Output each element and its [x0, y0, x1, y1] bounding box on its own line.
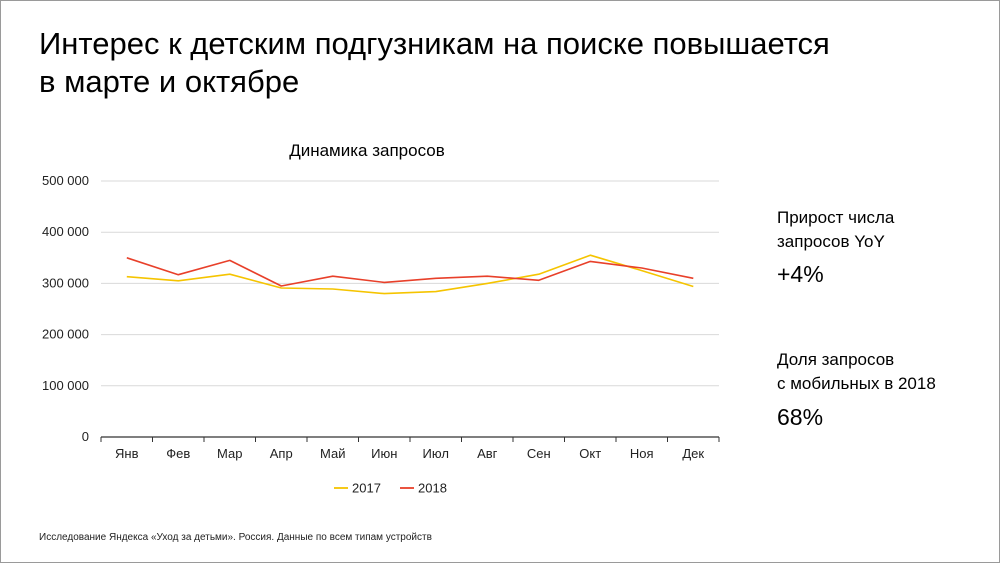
series-line-2018 — [126, 257, 694, 287]
chart-title: Динамика запросов — [289, 141, 445, 160]
legend-label-2018: 2018 — [418, 481, 447, 496]
legend-label-2017: 2017 — [352, 481, 381, 496]
title-line-2: в марте и октябре — [39, 64, 300, 99]
x-tick-label: Сен — [527, 446, 551, 461]
x-tick-label: Дек — [682, 446, 704, 461]
growth-label: Прирост числа запросов YoY — [777, 206, 977, 254]
mobile-label-line-2: с мобильных в 2018 — [777, 374, 936, 393]
mobile-share-value: 68% — [777, 404, 824, 430]
y-tick-label: 0 — [82, 429, 89, 444]
y-tick-label: 500 000 — [42, 173, 89, 188]
x-tick-label: Апр — [270, 446, 293, 461]
page-title: Интерес к детским подгузникам на поиске … — [39, 25, 899, 101]
x-tick-label: Мар — [217, 446, 242, 461]
x-tick-label: Окт — [579, 446, 601, 461]
mobile-label-line-1: Доля запросов — [777, 350, 895, 369]
footnote: Исследование Яндекса «Уход за детьми». Р… — [39, 532, 432, 543]
mobile-share-label: Доля запросов с мобильных в 2018 — [777, 348, 977, 396]
y-tick-label: 200 000 — [42, 327, 89, 342]
x-tick-label: Авг — [477, 446, 498, 461]
title-line-1: Интерес к детским подгузникам на поиске … — [39, 26, 830, 61]
x-tick-label: Янв — [115, 446, 139, 461]
growth-label-line-2: запросов YoY — [777, 232, 885, 251]
x-tick-label: Ноя — [630, 446, 654, 461]
growth-label-line-1: Прирост числа — [777, 208, 895, 227]
y-tick-label: 300 000 — [42, 275, 89, 290]
x-tick-label: Май — [320, 446, 345, 461]
x-tick-label: Июл — [423, 446, 449, 461]
series-line-2017 — [126, 254, 694, 295]
y-tick-label: 100 000 — [42, 378, 89, 393]
y-tick-label: 400 000 — [42, 224, 89, 239]
x-tick-label: Июн — [371, 446, 397, 461]
growth-value: +4% — [777, 261, 824, 287]
x-tick-label: Фев — [166, 446, 190, 461]
